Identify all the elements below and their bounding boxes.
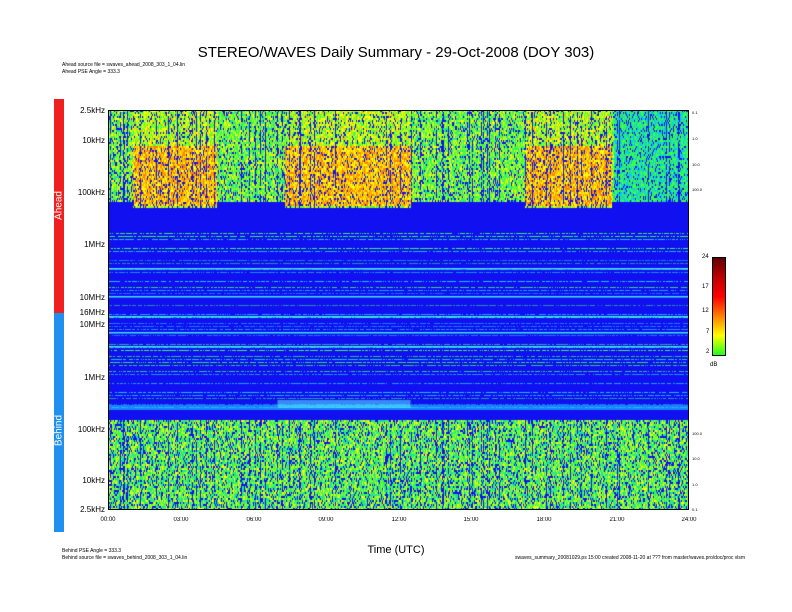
x-tick: 24:00 [681, 517, 697, 523]
ahead-ytick: 2.5kHz [80, 106, 105, 115]
behind-rtick: 100.0 [692, 431, 703, 436]
ahead-angle-line: Ahead PSE Angle = 333.3 [62, 69, 120, 75]
ahead-ytick: 10kHz [82, 136, 105, 145]
spectrogram-heatmap [108, 110, 689, 510]
behind-rtick: 10.0 [692, 456, 700, 461]
colorbar [712, 257, 726, 356]
colorbar-tick: 17 [702, 284, 709, 290]
colorbar-tick: 24 [702, 254, 709, 260]
x-axis-label: Time (UTC) [367, 544, 425, 556]
behind-band [54, 313, 64, 532]
ahead-source-line: Ahead source file = swaves_ahead_2008_30… [62, 62, 186, 68]
x-tick: 18:00 [536, 517, 552, 523]
colorbar-unit: dB [710, 362, 718, 368]
behind-ytick: 2.5kHz [80, 505, 105, 514]
behind-ytick: 10MHz [79, 320, 105, 329]
x-tick: 00:00 [100, 517, 116, 523]
ahead-ytick: 10MHz [79, 293, 105, 302]
colorbar-tick: 2 [706, 349, 710, 355]
ahead-rtick: 100.0 [692, 187, 703, 192]
behind-rtick: 0.1 [692, 507, 698, 512]
x-tick: 09:00 [318, 517, 334, 523]
ahead-rtick: 0.1 [692, 110, 698, 115]
ahead-rtick: 10.0 [692, 162, 700, 167]
ahead-ytick: 16MHz [79, 308, 105, 317]
behind-source-line: Behind source file = swaves_behind_2008_… [62, 555, 188, 561]
behind-angle-line: Behind PSE Angle = 333.3 [62, 548, 122, 554]
x-tick: 03:00 [173, 517, 189, 523]
behind-ytick: 10kHz [82, 476, 105, 485]
ahead-rtick: 1.0 [692, 136, 698, 141]
plot-frame [108, 110, 689, 510]
ahead-ytick: 1MHz [84, 240, 105, 249]
behind-ytick: 100kHz [77, 425, 105, 434]
x-tick: 06:00 [246, 517, 262, 523]
behind-ytick: 1MHz [84, 373, 105, 382]
behind-rtick: 1.0 [692, 482, 698, 487]
x-tick: 12:00 [391, 517, 407, 523]
footer-right: swaves_summary_20081029.ps 15:00 created… [515, 555, 746, 561]
x-tick: 15:00 [463, 517, 479, 523]
colorbar-tick: 7 [706, 329, 710, 335]
colorbar-tick: 12 [702, 308, 709, 314]
ahead-ytick: 100kHz [77, 188, 105, 197]
ahead-band [54, 99, 64, 313]
x-tick: 21:00 [609, 517, 625, 523]
chart-title: STEREO/WAVES Daily Summary - 29-Oct-2008… [197, 44, 595, 61]
